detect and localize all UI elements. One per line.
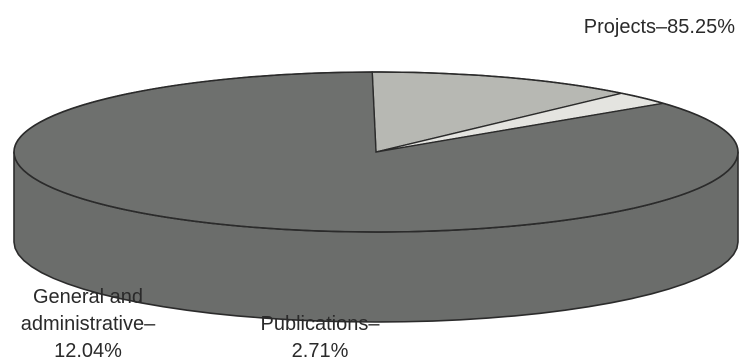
projects-label: Projects–85.25%: [584, 16, 735, 38]
publications-label-line1: Publications–: [261, 313, 381, 335]
publications-label-line2: 2.71%: [292, 340, 349, 362]
pie-top-rim: [13, 71, 739, 233]
general-admin-label-line1: General and: [33, 286, 143, 308]
general-admin-label-line2: administrative–: [21, 313, 156, 335]
pie-outline: [13, 71, 739, 233]
pie-tops: [13, 71, 739, 233]
general-admin-label-line3: 12.04%: [54, 340, 122, 362]
